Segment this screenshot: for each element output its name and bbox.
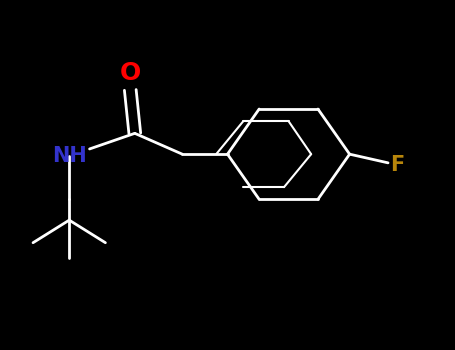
Text: F: F [390,155,404,175]
Text: O: O [120,61,141,85]
Text: NH: NH [52,146,86,166]
